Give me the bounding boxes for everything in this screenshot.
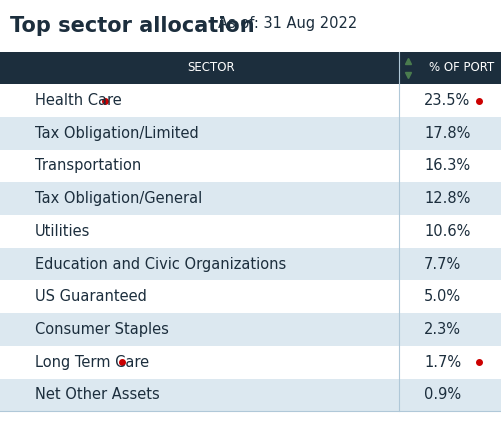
- Text: 2.3%: 2.3%: [423, 322, 460, 337]
- Text: Tax Obligation/General: Tax Obligation/General: [35, 191, 202, 206]
- Bar: [0, 215, 501, 248]
- Text: Utilities: Utilities: [35, 224, 90, 239]
- Bar: [0, 182, 501, 215]
- Text: Consumer Staples: Consumer Staples: [35, 322, 169, 337]
- Bar: [0, 150, 501, 182]
- Text: % OF PORT: % OF PORT: [428, 61, 493, 74]
- Text: 5.0%: 5.0%: [423, 289, 460, 304]
- Text: SECTOR: SECTOR: [187, 61, 234, 74]
- Bar: [0, 52, 501, 84]
- Text: 12.8%: 12.8%: [423, 191, 469, 206]
- Bar: [0, 280, 501, 313]
- Text: 7.7%: 7.7%: [423, 257, 460, 271]
- Text: 1.7%: 1.7%: [423, 355, 460, 370]
- Bar: [0, 379, 501, 411]
- Bar: [0, 84, 501, 117]
- Bar: [0, 248, 501, 280]
- Text: 17.8%: 17.8%: [423, 126, 469, 141]
- Text: Net Other Assets: Net Other Assets: [35, 388, 160, 402]
- Text: 0.9%: 0.9%: [423, 388, 460, 402]
- Bar: [0, 313, 501, 346]
- Text: 23.5%: 23.5%: [423, 93, 469, 108]
- Text: Top sector allocation: Top sector allocation: [10, 16, 254, 36]
- Bar: [0, 117, 501, 150]
- Text: 10.6%: 10.6%: [423, 224, 469, 239]
- Text: Education and Civic Organizations: Education and Civic Organizations: [35, 257, 286, 271]
- Text: US Guaranteed: US Guaranteed: [35, 289, 147, 304]
- Text: Transportation: Transportation: [35, 159, 141, 173]
- Bar: [0, 346, 501, 379]
- Text: Tax Obligation/Limited: Tax Obligation/Limited: [35, 126, 198, 141]
- Text: 16.3%: 16.3%: [423, 159, 469, 173]
- Text: Long Term Care: Long Term Care: [35, 355, 149, 370]
- Text: As of: 31 Aug 2022: As of: 31 Aug 2022: [218, 16, 357, 30]
- Text: Health Care: Health Care: [35, 93, 122, 108]
